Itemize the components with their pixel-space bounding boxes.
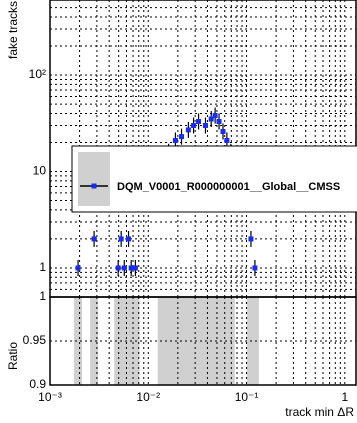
marker bbox=[121, 265, 127, 271]
ratio-band bbox=[164, 297, 173, 385]
y-tick-label: 10 bbox=[33, 164, 47, 178]
marker bbox=[196, 118, 202, 124]
marker bbox=[128, 265, 134, 271]
frame bbox=[49, 296, 357, 386]
ratio-band bbox=[189, 297, 198, 385]
marker bbox=[185, 127, 191, 133]
marker bbox=[208, 116, 214, 122]
marker bbox=[252, 265, 258, 271]
marker bbox=[202, 122, 208, 128]
y-tick-label: 1 bbox=[39, 260, 46, 274]
ratio-axis-title: Ratio bbox=[6, 342, 20, 370]
legend-swatch-marker bbox=[91, 183, 97, 189]
legend-label: DQM_V0001_R000000001__Global__CMSS bbox=[117, 181, 340, 193]
x-axis-title: track min ΔR bbox=[285, 405, 354, 419]
y-tick-label: 1 bbox=[39, 289, 46, 303]
marker bbox=[179, 134, 185, 140]
y-tick-label: 10² bbox=[29, 67, 46, 81]
legend-swatch-band bbox=[78, 152, 110, 206]
x-tick-label: 1 bbox=[341, 390, 348, 404]
y-axis-title: fake tracks bbox=[6, 1, 20, 59]
marker bbox=[220, 128, 226, 134]
ratio-band bbox=[194, 297, 203, 385]
marker bbox=[115, 265, 121, 271]
ratio-band bbox=[120, 297, 129, 385]
x-tick-label: 10⁻² bbox=[136, 390, 160, 404]
marker bbox=[75, 265, 81, 271]
marker bbox=[224, 137, 230, 143]
y-tick-label: 0.95 bbox=[23, 333, 47, 347]
marker bbox=[172, 137, 178, 143]
ratio-band bbox=[250, 297, 259, 385]
marker bbox=[126, 236, 132, 242]
marker bbox=[91, 236, 97, 242]
marker bbox=[191, 122, 197, 128]
ratio-band bbox=[74, 297, 83, 385]
marker bbox=[212, 113, 218, 119]
marker bbox=[248, 236, 254, 242]
marker bbox=[216, 118, 222, 124]
x-tick-label: 10⁻¹ bbox=[235, 390, 259, 404]
legend-box bbox=[71, 145, 357, 213]
marker bbox=[118, 236, 124, 242]
y-tick-label: 0.9 bbox=[29, 377, 46, 391]
x-tick-label: 10⁻³ bbox=[38, 390, 62, 404]
marker bbox=[132, 265, 138, 271]
ratio-band bbox=[184, 297, 193, 385]
ratio-band bbox=[90, 297, 99, 385]
